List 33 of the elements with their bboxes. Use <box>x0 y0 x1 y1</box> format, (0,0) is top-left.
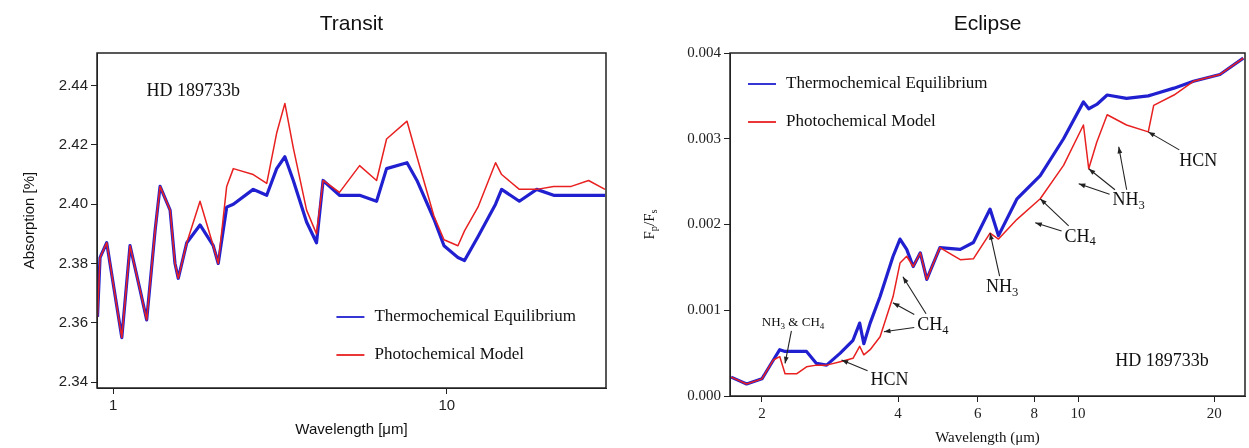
x-tick-label: 1 <box>108 396 118 414</box>
legend-label: Photochemical Model <box>786 111 936 131</box>
y-tick-label: 0.003 <box>687 129 721 146</box>
y-tick-label: 0.002 <box>687 215 721 232</box>
annotation: HCN <box>1179 149 1218 170</box>
y-axis-title: Absorption [%] <box>20 171 38 270</box>
y-tick-label: 2.42 <box>58 135 88 153</box>
x-tick-label: 8 <box>1030 404 1038 421</box>
y-tick-label: 2.40 <box>58 194 88 212</box>
x-axis-title: Wavelength [μm] <box>295 420 408 438</box>
y-tick-label: 2.36 <box>58 312 88 330</box>
y-tick-label: 0.004 <box>687 43 722 60</box>
chart-title: Transit <box>319 10 384 34</box>
annotation: HD 189733b <box>1115 350 1209 371</box>
chart-title: Eclipse <box>953 10 1022 34</box>
annotation: HCN <box>870 368 909 389</box>
x-tick-label: 10 <box>438 396 456 414</box>
x-axis-title: Wavelength (μm) <box>935 428 1040 446</box>
y-tick-label: 0.000 <box>687 386 721 403</box>
y-axis-title: Fp/Fs <box>640 209 660 240</box>
y-tick-label: 0.001 <box>687 301 721 318</box>
x-tick-label: 6 <box>973 404 982 421</box>
legend-label: Photochemical Model <box>374 344 525 364</box>
y-tick-label: 2.44 <box>58 75 88 93</box>
x-tick-label: 4 <box>894 404 903 421</box>
x-tick-label: 20 <box>1206 404 1222 421</box>
y-tick-label: 2.34 <box>58 372 88 390</box>
legend-label: Thermochemical Equilibrium <box>786 73 988 93</box>
legend-label: Thermochemical Equilibrium <box>374 306 576 326</box>
x-tick-label: 10 <box>1070 404 1086 421</box>
y-tick-label: 2.38 <box>58 253 88 271</box>
x-tick-label: 2 <box>758 404 766 421</box>
annotation: HD 189733b <box>146 80 240 101</box>
